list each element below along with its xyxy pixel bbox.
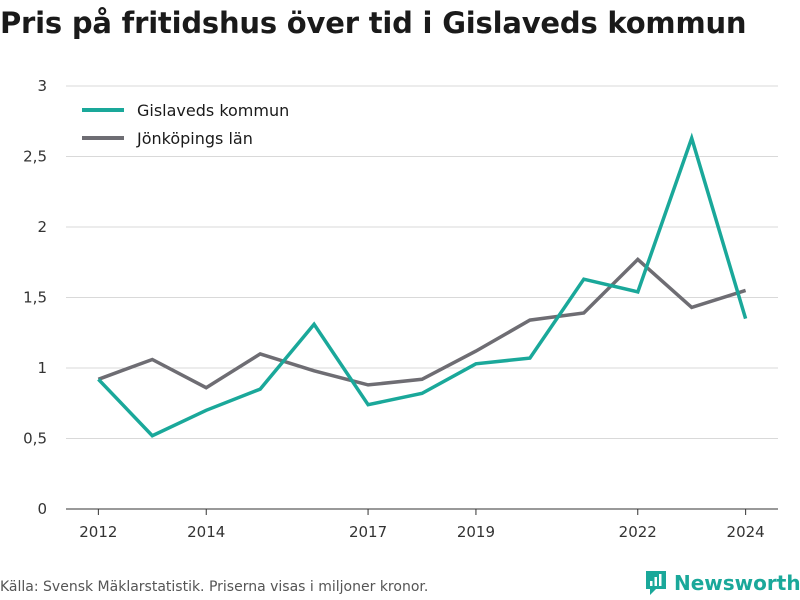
x-tick-label: 2019 <box>457 523 495 541</box>
legend: Gislaveds kommun Jönköpings län <box>82 101 289 148</box>
y-tick-label: 0 <box>37 500 47 518</box>
source-note: Källa: Svensk Mäklarstatistik. Priserna … <box>0 579 429 595</box>
brand-name: Newsworthy <box>674 571 800 595</box>
axes: 0 0,5 1 1,5 2 2,5 3 2012 2014 2017 2019 2022 2024 <box>23 77 765 541</box>
y-tick-label: 2 <box>37 218 47 236</box>
series-line-2 <box>97 256 747 390</box>
x-tick-label: 2022 <box>619 523 657 541</box>
page-title: Pris på fritidshus över tid i Gislaveds … <box>0 6 747 40</box>
grid-lines <box>66 85 778 510</box>
brand-logo[interactable]: Newsworthy <box>644 569 800 597</box>
legend-label: Gislaveds kommun <box>137 101 289 120</box>
y-tick-label: 2,5 <box>23 148 47 166</box>
series-line-1 <box>97 132 748 438</box>
x-tick-label: 2024 <box>727 523 765 541</box>
newsworthy-logo-icon <box>646 571 666 595</box>
y-tick-label: 3 <box>37 77 47 95</box>
x-tick-label: 2014 <box>187 523 225 541</box>
y-tick-label: 1 <box>37 359 47 377</box>
legend-label: Jönköpings län <box>136 129 253 148</box>
y-tick-label: 0,5 <box>23 430 47 448</box>
y-tick-label: 1,5 <box>23 289 47 307</box>
x-tick-label: 2017 <box>349 523 387 541</box>
x-tick-label: 2012 <box>79 523 117 541</box>
series-lines <box>97 132 748 438</box>
